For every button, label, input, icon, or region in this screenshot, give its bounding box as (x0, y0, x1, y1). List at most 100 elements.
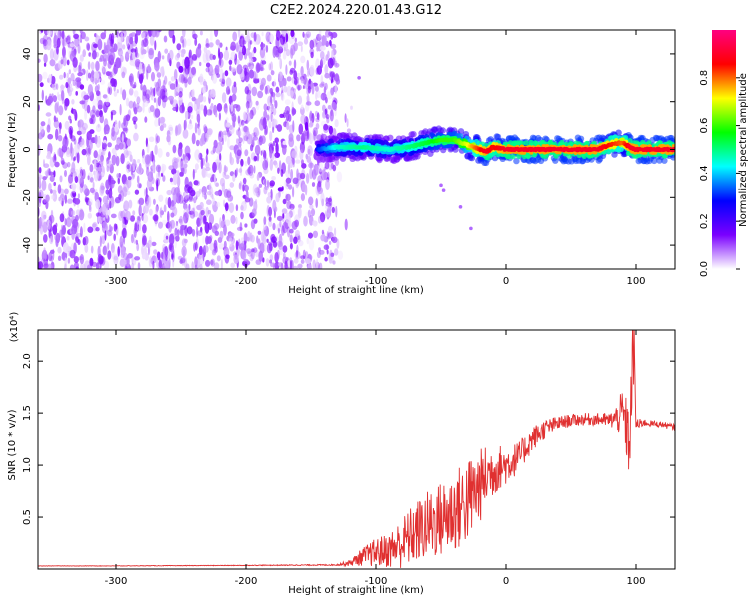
spectrogram-noise-cell (94, 77, 98, 85)
spectrogram-noise-cell (43, 163, 50, 168)
spectrogram-noise-cell (268, 102, 272, 111)
spectrogram-noise-cell (54, 32, 57, 44)
spectrogram-noise-cell (131, 262, 135, 269)
spectrogram-noise-cell (59, 74, 64, 80)
spectrogram-noise-cell (59, 175, 63, 183)
spectrogram-noise-cell (144, 204, 149, 214)
spectrogram-noise-cell (195, 190, 201, 198)
spectrogram-noise-cell (206, 128, 213, 136)
spectrogram-noise-cell (57, 184, 62, 194)
spectrogram-noise-cell (129, 154, 133, 162)
spectrogram-noise-cell (346, 118, 349, 128)
spectrogram-noise-cell (92, 50, 97, 60)
spectrogram-noise-cell (133, 81, 137, 89)
spectrogram-noise-cell (196, 98, 201, 110)
spectrogram-noise-cell (97, 215, 101, 223)
spectrogram-noise-cell (192, 168, 195, 180)
spectrogram-noise-cell (253, 155, 258, 162)
spectrogram-noise-cell (75, 43, 78, 48)
spectrogram-noise-cell (266, 196, 272, 204)
spectrogram-noise-cell (256, 235, 259, 244)
spectrogram-noise-cell (219, 230, 224, 240)
spectrogram-noise-cell (267, 192, 271, 197)
spectrogram-noise-cell (326, 249, 329, 255)
spectrogram-noise-cell (303, 38, 309, 45)
spectrogram-noise-cell (127, 253, 133, 259)
spectrogram-noise-cell (164, 48, 169, 54)
spectrogram-noise-cell (308, 238, 315, 251)
spectrogram-noise-cell (269, 182, 274, 188)
spectrogram-noise-cell (64, 218, 67, 226)
spectrogram-noise-cell (133, 107, 138, 115)
spectrogram-noise-cell (327, 171, 330, 180)
spectrogram-noise-cell (175, 235, 180, 242)
spectrogram-noise-cell (105, 207, 109, 219)
spectrogram-noise-cell (182, 30, 186, 38)
spectrogram-noise-cell (94, 134, 98, 145)
spectrogram-noise-cell (156, 179, 159, 192)
spectrogram-noise-cell (224, 70, 229, 77)
spectrogram-noise-cell (241, 119, 245, 126)
spectrogram-noise-cell (312, 259, 316, 269)
spectrogram-noise-cell (113, 84, 116, 92)
spectrogram-noise-cell (154, 214, 159, 225)
spectrogram-noise-cell (213, 174, 217, 186)
spectrogram-noise-cell (73, 157, 75, 162)
spectrogram-noise-cell (132, 158, 136, 169)
spectrogram-noise-cell (77, 44, 81, 54)
spectrogram-noise-cell (243, 125, 248, 133)
spectrogram-noise-cell (288, 60, 292, 66)
spectrogram-noise-cell (229, 145, 235, 151)
spectrogram-noise-cell (242, 131, 245, 138)
spectrogram-noise-cell (325, 212, 330, 218)
spectrogram-noise-cell (67, 83, 73, 88)
spectrogram-noise-cell (259, 84, 264, 91)
spectrogram-noise-cell (164, 75, 168, 85)
spectrogram-noise-cell (286, 226, 291, 238)
spectrogram-marks (38, 30, 675, 269)
spectrogram-noise-cell (92, 181, 95, 189)
spectrogram-noise-cell (148, 47, 155, 56)
spectrogram-noise-cell (126, 138, 131, 147)
spectrogram-noise-cell (100, 155, 104, 162)
spectrogram-noise-cell (263, 222, 267, 231)
spectrogram-noise-cell (112, 67, 117, 76)
spectrogram-noise-cell (206, 199, 212, 205)
spectrogram-noise-cell (194, 37, 198, 46)
spectrogram-noise-cell (219, 177, 226, 187)
spectrogram-noise-cell (274, 137, 280, 144)
spectrogram-noise-cell (67, 34, 71, 41)
spectrogram-noise-cell (191, 88, 195, 98)
spectrogram-noise-cell (105, 96, 110, 107)
spectrogram-noise-cell (324, 161, 330, 170)
spectrogram-noise-cell (279, 220, 282, 228)
spectrogram-noise-cell (294, 37, 297, 43)
spectrogram-noise-cell (305, 95, 310, 101)
spectrogram-noise-cell (299, 172, 306, 180)
spectrogram-noise-cell (110, 213, 117, 219)
spectrogram-noise-cell (264, 178, 267, 187)
spectrogram-noise-cell (274, 152, 281, 158)
spectrogram-noise-cell (97, 215, 101, 223)
spectrogram-noise-cell (292, 120, 295, 133)
spectrogram-noise-cell (311, 182, 316, 187)
spectrogram-noise-cell (229, 65, 232, 71)
spectrogram-noise-cell (275, 142, 279, 155)
spectrogram-noise-cell (235, 204, 239, 212)
spectrogram-noise-cell (62, 242, 69, 253)
spectrogram-noise-cell (254, 130, 260, 136)
spectrogram-noise-cell (236, 138, 239, 145)
spectrogram-noise-cell (235, 167, 239, 176)
spectrogram-noise-cell (81, 148, 87, 156)
spectrogram-noise-cell (210, 103, 214, 109)
spectrogram-noise-cell (46, 30, 52, 36)
spectrogram-noise-cell (334, 62, 340, 68)
spectrogram-noise-cell (308, 162, 314, 169)
spectrogram-noise-cell (247, 138, 250, 145)
spectrogram-noise-cell (98, 164, 101, 177)
spectrogram-noise-cell (188, 203, 191, 212)
spectrogram-noise-cell (162, 175, 166, 182)
spectrogram-noise-cell (197, 158, 200, 163)
spectrogram-noise-cell (99, 114, 104, 124)
spectrogram-noise-cell (270, 111, 273, 123)
